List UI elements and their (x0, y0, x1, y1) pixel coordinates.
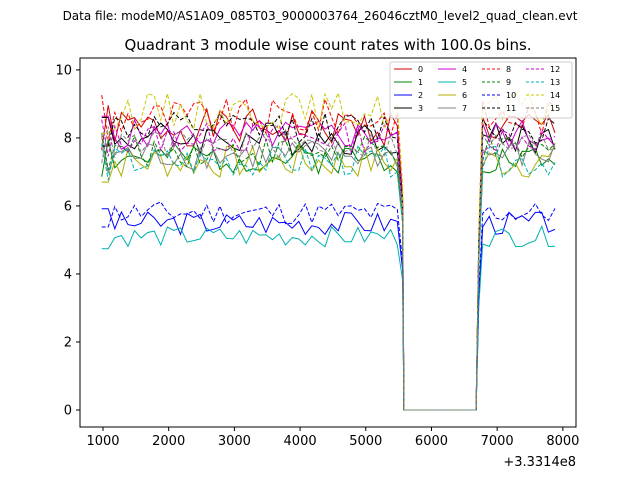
y-tick-label: 0 (64, 403, 72, 418)
series-line-5 (101, 225, 556, 411)
series-line-2 (101, 208, 556, 411)
y-tick-label: 6 (64, 199, 72, 214)
y-tick-label: 2 (64, 335, 72, 350)
y-tick-label: 4 (64, 267, 72, 282)
legend-label-10: 10 (506, 91, 516, 100)
y-tick-label: 8 (64, 131, 72, 146)
axes-frame (79, 57, 577, 428)
plot-lines (101, 91, 556, 411)
legend-label-3: 3 (418, 104, 423, 113)
legend-label-9: 9 (506, 78, 511, 87)
x-tick-label: 2000 (152, 434, 185, 449)
series-line-6 (101, 143, 556, 411)
series-line-8 (101, 95, 556, 411)
x-tick-label: 4000 (284, 434, 317, 449)
series-line-9 (101, 133, 556, 411)
legend-label-1: 1 (418, 78, 423, 87)
x-tick-label: 6000 (415, 434, 448, 449)
x-tick-label: 5000 (349, 434, 382, 449)
legend-label-14: 14 (550, 91, 560, 100)
legend-label-2: 2 (418, 91, 423, 100)
series-line-7 (101, 136, 556, 411)
x-tick-label: 1000 (86, 434, 119, 449)
legend-label-4: 4 (462, 65, 467, 74)
legend-label-11: 11 (506, 104, 516, 113)
x-tick-label: 7000 (481, 434, 514, 449)
legend-label-0: 0 (418, 65, 423, 74)
y-axis-ticks: 0 2 4 6 8 10 (55, 63, 80, 418)
x-tick-label: 8000 (546, 434, 579, 449)
x-tick-label: 3000 (218, 434, 251, 449)
series-line-12 (101, 119, 556, 411)
y-tick-label: 10 (55, 63, 72, 78)
figure-suptitle: Data file: modeM0/AS1A09_085T03_90000037… (63, 9, 578, 23)
legend-label-7: 7 (462, 104, 467, 113)
series-line-11 (101, 111, 556, 411)
series-line-4 (101, 115, 556, 411)
series-line-15 (101, 126, 555, 411)
chart-title: Quadrant 3 module wise count rates with … (124, 36, 531, 54)
series-line-14 (101, 91, 556, 411)
x-axis-ticks: 1000 2000 3000 4000 5000 6000 7000 8000 (86, 427, 579, 449)
x-axis-offset-label: +3.3314e8 (503, 455, 576, 470)
legend-label-8: 8 (506, 65, 511, 74)
legend-label-6: 6 (462, 91, 467, 100)
series-line-13 (101, 143, 556, 411)
legend-label-12: 12 (550, 65, 560, 74)
series-line-1 (101, 139, 556, 411)
legend-label-15: 15 (550, 104, 560, 113)
legend-label-5: 5 (462, 78, 467, 87)
legend-box (389, 61, 573, 119)
series-line-10 (101, 201, 556, 411)
legend-label-13: 13 (550, 78, 560, 87)
